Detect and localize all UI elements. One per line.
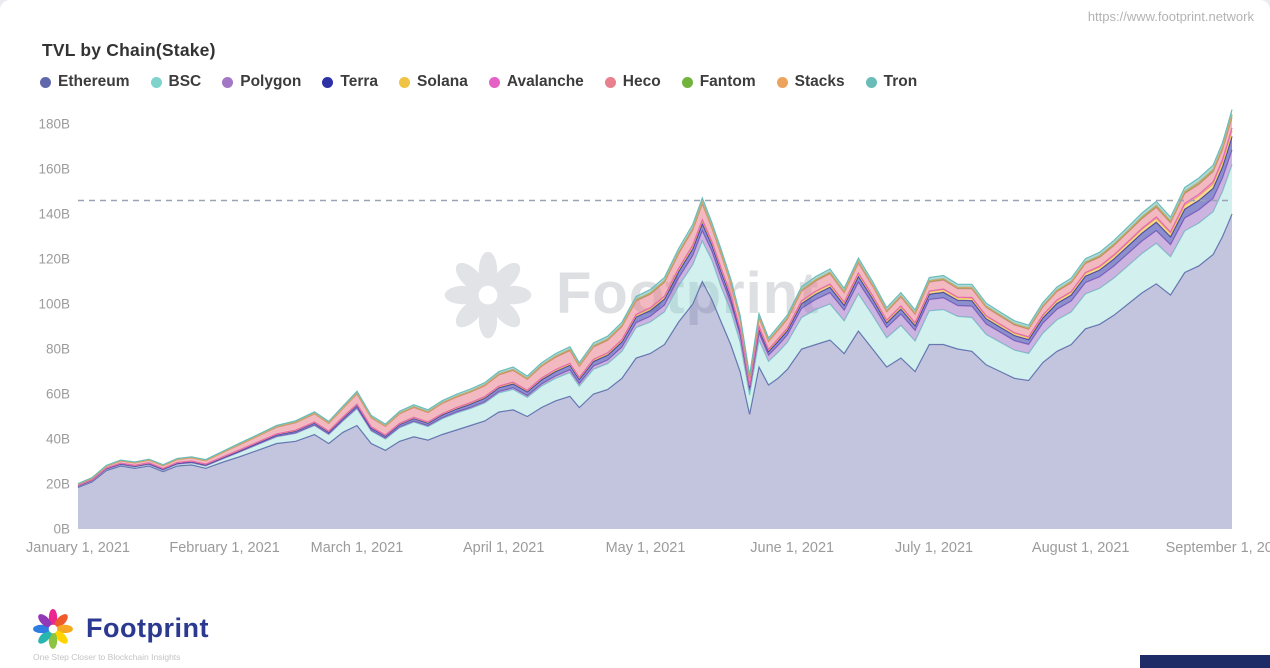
y-axis-tick-label: 180B xyxy=(38,117,70,132)
y-axis-tick-label: 160B xyxy=(38,162,70,177)
line-series-tron xyxy=(77,109,1233,485)
legend-item-heco[interactable]: Heco xyxy=(604,73,661,91)
footprint-logo-link[interactable]: Footprint xyxy=(30,605,209,651)
legend-label: Polygon xyxy=(240,73,302,90)
x-axis-tick-label: March 1, 2021 xyxy=(311,540,404,556)
area-series-bsc[interactable] xyxy=(78,164,1232,488)
x-axis-tick-label: January 1, 2021 xyxy=(26,540,130,556)
legend-dot-icon xyxy=(399,76,410,88)
legend-label: Tron xyxy=(883,73,918,90)
legend-label: Solana xyxy=(417,73,468,90)
legend-label: Ethereum xyxy=(58,73,130,90)
line-series-ethereum xyxy=(77,213,1233,488)
legend-item-stacks[interactable]: Stacks xyxy=(776,73,845,91)
x-axis-tick-label: April 1, 2021 xyxy=(463,540,544,556)
legend-item-bsc[interactable]: BSC xyxy=(150,73,202,91)
legend-dot-icon xyxy=(604,76,616,88)
legend-dot-icon xyxy=(150,76,162,88)
bottom-right-bar xyxy=(1140,655,1270,668)
chart-legend: Ethereum BSC Polygon Terra Solana Avalanche He… xyxy=(40,73,917,91)
y-axis-tick-label: 60B xyxy=(46,387,70,402)
legend-dot-icon xyxy=(222,76,234,88)
legend-dot-icon xyxy=(488,76,500,88)
x-axis-tick-label: February 1, 2021 xyxy=(169,540,279,556)
x-axis-tick-label: May 1, 2021 xyxy=(606,540,686,556)
legend-label: Avalanche xyxy=(506,73,584,90)
y-axis-tick-label: 120B xyxy=(38,252,70,267)
footer-tagline: One Step Closer to Blockchain Insights xyxy=(33,652,181,662)
legend-label: Heco xyxy=(622,73,661,90)
source-url-text: https://www.footprint.network xyxy=(1087,9,1254,24)
area-series-heco[interactable] xyxy=(78,117,1232,486)
y-axis-tick-label: 80B xyxy=(46,342,70,357)
tvl-by-chain-stacked-area-chart[interactable]: 0B 20B 40B 60B 80B 100B 120B 140B 160B 180B Januar… xyxy=(0,96,1270,566)
footer-branding: Footprint One Step Closer to Blockchain … xyxy=(30,605,209,662)
legend-dot-icon xyxy=(40,76,51,88)
x-axis-tick-label: September 1, 2021 xyxy=(1166,540,1270,556)
legend-dot-icon xyxy=(865,76,877,88)
y-axis-tick-label: 40B xyxy=(46,432,70,447)
y-axis-tick-label: 0B xyxy=(53,522,70,537)
legend-label: BSC xyxy=(168,73,202,90)
footprint-logo-icon xyxy=(33,609,73,649)
legend-dot-icon xyxy=(681,76,693,88)
legend-item-fantom[interactable]: Fantom xyxy=(681,73,756,91)
area-series-polygon[interactable] xyxy=(78,149,1232,487)
legend-dot-icon xyxy=(776,76,788,88)
chart-title: TVL by Chain(Stake) xyxy=(42,40,216,60)
y-axis-tick-label: 140B xyxy=(38,207,70,222)
area-series-terra[interactable] xyxy=(78,136,1232,487)
x-axis-tick-label: August 1, 2021 xyxy=(1032,540,1130,556)
x-axis-tick-label: July 1, 2021 xyxy=(895,540,973,556)
legend-item-tron[interactable]: Tron xyxy=(865,73,918,91)
legend-dot-icon xyxy=(322,76,334,88)
legend-item-polygon[interactable]: Polygon xyxy=(222,73,301,91)
legend-label: Fantom xyxy=(699,73,756,90)
legend-item-solana[interactable]: Solana xyxy=(399,73,468,91)
legend-item-avalanche[interactable]: Avalanche xyxy=(488,73,584,91)
y-axis-tick-label: 100B xyxy=(38,297,70,312)
legend-label: Stacks xyxy=(794,73,845,90)
x-axis-tick-label: June 1, 2021 xyxy=(750,540,834,556)
legend-item-terra[interactable]: Terra xyxy=(322,73,378,91)
legend-item-ethereum[interactable]: Ethereum xyxy=(40,73,130,91)
area-series-ethereum[interactable] xyxy=(78,214,1232,529)
legend-label: Terra xyxy=(340,73,378,90)
y-axis-tick-label: 20B xyxy=(46,477,70,492)
footer-brand-text: Footprint xyxy=(86,612,209,643)
